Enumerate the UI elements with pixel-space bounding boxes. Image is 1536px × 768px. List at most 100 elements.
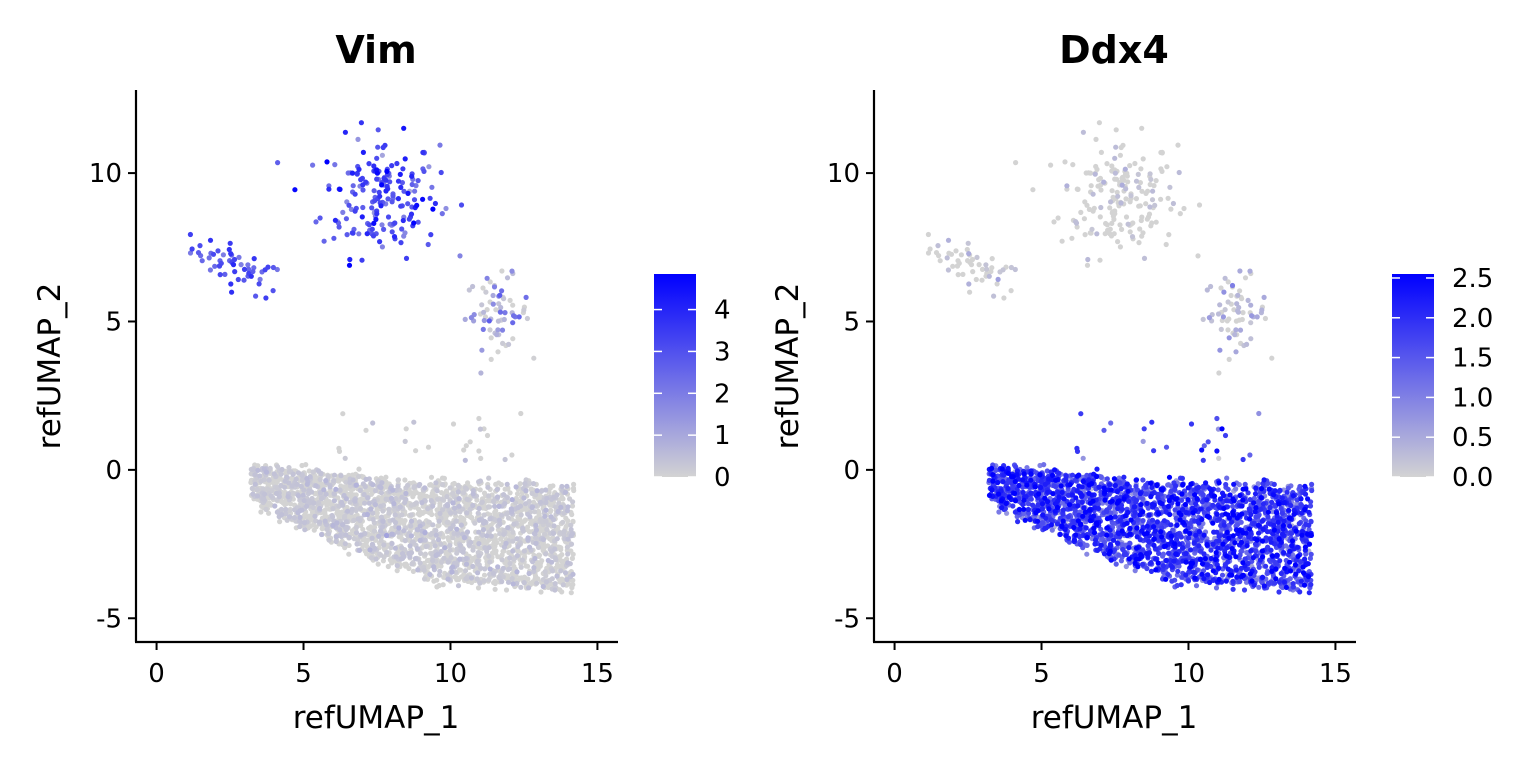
data-point-cluster-main [467, 506, 473, 512]
data-point-cluster-top [346, 202, 352, 208]
data-point-cluster-main [1216, 455, 1222, 461]
data-point-cluster-top [415, 178, 421, 184]
data-point-cluster-main [523, 488, 529, 494]
data-point-cluster-main [462, 485, 468, 491]
data-point-cluster-main [336, 445, 342, 451]
data-point-cluster-top [1152, 202, 1158, 208]
data-point-cluster-main [258, 478, 264, 484]
data-point-cluster-main [470, 547, 476, 553]
data-point-cluster-main [486, 475, 492, 481]
data-point-cluster-main [569, 585, 575, 591]
data-point-cluster-main [357, 505, 364, 512]
data-point-cluster-main [552, 546, 558, 552]
data-point-cluster-top [1136, 240, 1142, 246]
x-tick-label: 10 [434, 659, 467, 689]
data-point-cluster-main [370, 420, 376, 426]
data-point-cluster-upper-left [927, 246, 933, 252]
data-point-cluster-upper-left [991, 293, 997, 299]
data-point-cluster-top [401, 125, 407, 131]
data-point-cluster-main [417, 537, 423, 544]
data-point-cluster-main [528, 486, 534, 492]
data-point-cluster-top [370, 233, 377, 239]
data-point-cluster-main [302, 527, 308, 533]
data-point-cluster-main [518, 584, 524, 590]
data-point-cluster-main [564, 544, 571, 550]
data-point-cluster-top [1097, 214, 1103, 220]
data-point-cluster-top [415, 219, 421, 225]
data-point-cluster-main [487, 566, 493, 572]
data-point-cluster-top [398, 184, 404, 190]
colorbar-tick-label: 2 [714, 379, 731, 409]
data-point-cluster-main [389, 531, 395, 537]
data-point-cluster-main [430, 558, 436, 564]
data-point-cluster-top [359, 257, 365, 263]
data-point-cluster-main [324, 526, 330, 533]
data-point-cluster-main [417, 510, 423, 516]
data-point-cluster-main [450, 500, 456, 506]
data-point-cluster-main [463, 502, 469, 509]
data-point-cluster-main [1271, 481, 1277, 487]
data-point-cluster-main [499, 512, 505, 518]
data-point-cluster-top [420, 196, 426, 202]
data-point-cluster-top [1136, 184, 1142, 190]
data-point-cluster-main [554, 536, 560, 542]
data-point-cluster-main [1077, 541, 1083, 548]
data-point-cluster-main [291, 515, 297, 521]
data-point-cluster-main [293, 476, 299, 482]
data-point-cluster-top [406, 216, 412, 222]
data-point-cluster-main [439, 559, 445, 565]
data-point-cluster-main [358, 532, 364, 538]
data-point-cluster-main [279, 512, 285, 518]
data-point-cluster-main [299, 477, 305, 483]
data-point-cluster-main [340, 411, 346, 417]
data-point-cluster-main [339, 509, 345, 515]
data-point-cluster-main [569, 555, 576, 562]
data-point-cluster-main [389, 560, 395, 566]
data-point-cluster-top [369, 226, 375, 232]
data-point-cluster-upper-left [256, 281, 262, 287]
data-point-cluster-main [362, 500, 368, 506]
data-point-cluster-right [501, 316, 507, 323]
data-point-cluster-main [551, 494, 557, 500]
data-point-cluster-main [438, 490, 445, 496]
data-point-cluster-main [500, 565, 506, 571]
data-point-cluster-main [321, 487, 327, 493]
data-point-cluster-top [412, 188, 418, 194]
data-point-cluster-upper-left [966, 281, 972, 287]
data-point-cluster-right [1221, 289, 1227, 295]
data-point-cluster-main [1214, 415, 1220, 422]
data-point-cluster-main [436, 518, 442, 524]
data-point-cluster-main [515, 505, 521, 511]
data-point-cluster-top [360, 149, 366, 155]
data-point-cluster-top [414, 202, 420, 208]
data-point-cluster-main [373, 556, 379, 562]
data-point-cluster-top [1133, 178, 1140, 184]
data-point-cluster-top [1138, 217, 1144, 224]
data-point-cluster-right [497, 292, 503, 298]
data-point-cluster-main [411, 484, 417, 490]
data-point-cluster-main [1193, 583, 1200, 589]
data-point-cluster-main [342, 455, 348, 461]
data-point-cluster-main [407, 543, 413, 549]
data-point-cluster-main [1078, 411, 1084, 417]
data-point-cluster-upper-left [995, 276, 1001, 282]
data-point-cluster-main [513, 484, 519, 490]
data-point-cluster-main [434, 584, 440, 590]
data-point-cluster-main [561, 510, 567, 516]
data-point-cluster-main [569, 503, 576, 509]
data-point-cluster-top [1097, 257, 1103, 263]
data-point-cluster-top [364, 231, 370, 237]
data-point-cluster-main [450, 490, 456, 496]
data-point-cluster-main [551, 523, 557, 529]
data-point-cluster-top [401, 233, 407, 239]
data-point-cluster-top [1112, 211, 1118, 217]
data-point-cluster-main [432, 543, 438, 549]
data-point-cluster-main [456, 484, 462, 490]
data-point-cluster-top [1084, 262, 1091, 268]
data-point-cluster-main [481, 512, 487, 518]
data-point-cluster-top [374, 155, 380, 161]
x-tick-label: 5 [295, 659, 312, 689]
data-point-cluster-main [402, 538, 408, 544]
data-point-cluster-top [350, 183, 356, 189]
data-point-cluster-right [495, 349, 501, 355]
